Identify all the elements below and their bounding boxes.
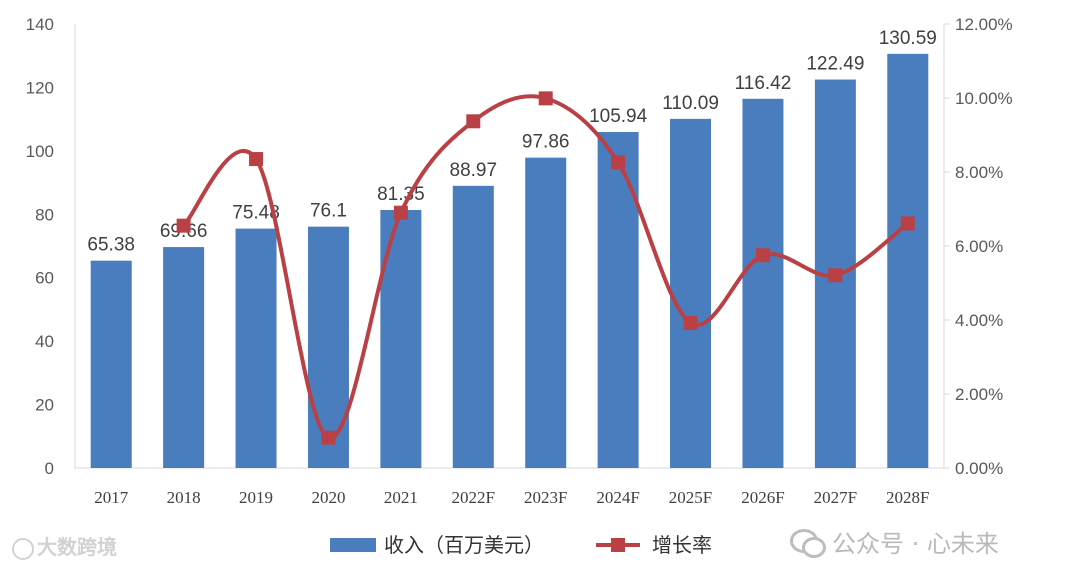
bar: [163, 247, 205, 468]
growth-point-marker: [538, 91, 553, 106]
growth-point-marker: [321, 430, 336, 445]
growth-point-marker: [755, 248, 770, 263]
growth-point-marker: [176, 218, 191, 233]
bar-data-label: 75.48: [232, 203, 280, 224]
bar: [235, 228, 277, 468]
growth-point-marker: [466, 114, 481, 129]
bar-data-label: 97.86: [522, 132, 570, 153]
y-left-tick-label: 60: [35, 269, 54, 288]
watermark-right: 公众号 · 心未来: [790, 524, 999, 559]
legend-label-growth: 增长率: [652, 533, 712, 557]
y-left-tick-label: 120: [26, 78, 54, 97]
y-right-tick-label: 8.00%: [955, 163, 1003, 182]
watermark-left: 大数跨境: [12, 531, 117, 560]
y-right-tick-label: 2.00%: [955, 385, 1003, 404]
bar: [380, 210, 422, 469]
y-right-tick-label: 12.00%: [955, 15, 1013, 34]
bar-data-label: 130.59: [879, 28, 937, 49]
bar: [597, 132, 639, 468]
watermark-logo-icon: [12, 537, 34, 560]
y-right-tick-label: 0.00%: [955, 459, 1003, 478]
x-tick-label: 2025F: [669, 488, 712, 507]
watermark-left-text: 大数跨境: [37, 535, 117, 559]
watermark-right-text: 公众号 · 心未来: [832, 530, 999, 558]
y-left-tick-label: 20: [35, 396, 54, 415]
growth-point-marker: [611, 155, 626, 170]
bar-data-label: 116.42: [735, 73, 792, 94]
x-ticks: 2017 2018 2019 2020 2021 2022F 2023F 2024F 2025F…: [94, 488, 929, 507]
y-left-tick-label: 100: [26, 142, 54, 161]
x-tick-label: 2019: [239, 488, 273, 507]
x-tick-label: 2022F: [452, 488, 495, 507]
bar: [90, 260, 132, 468]
axes: [74, 24, 945, 469]
legend-label-revenue: 收入（百万美元）: [384, 533, 544, 557]
y-left-ticks: 0 20 40 60 80 100 120 140: [26, 15, 54, 478]
bar-data-label: 122.49: [806, 54, 864, 75]
legend-swatch-growth-marker: [611, 538, 625, 552]
y-right-tick-label: 10.00%: [955, 89, 1013, 108]
growth-line: [176, 91, 915, 445]
y-right-ticks: 0.00% 2.00% 4.00% 6.00% 8.00% 10.00% 12.00%: [944, 15, 1013, 478]
bar: [742, 98, 784, 468]
legend: 收入（百万美元） 增长率: [330, 533, 712, 557]
x-tick-label: 2017: [94, 488, 129, 507]
bar-data-label: 110.09: [662, 93, 719, 114]
growth-point-marker: [393, 205, 408, 220]
x-tick-label: 2021: [384, 488, 418, 507]
legend-swatch-revenue: [330, 538, 376, 552]
y-left-tick-label: 0: [45, 459, 54, 478]
x-tick-label: 2023F: [524, 488, 567, 507]
y-left-tick-label: 140: [26, 15, 54, 34]
y-left-tick-label: 40: [35, 332, 54, 351]
y-right-tick-label: 6.00%: [955, 237, 1003, 256]
bar-data-label: 105.94: [589, 106, 648, 127]
x-tick-label: 2026F: [741, 488, 784, 507]
bar: [452, 185, 494, 468]
x-tick-label: 2020: [311, 488, 345, 507]
bar: [525, 157, 567, 469]
bars: [90, 53, 929, 469]
bar: [887, 53, 929, 469]
x-tick-label: 2027F: [814, 488, 857, 507]
x-tick-label: 2028F: [886, 488, 929, 507]
y-right-tick-label: 4.00%: [955, 311, 1003, 330]
growth-point-marker: [249, 152, 264, 167]
growth-point-marker: [900, 216, 915, 231]
x-tick-label: 2018: [167, 488, 201, 507]
bar-data-label: 65.38: [87, 235, 135, 256]
bar-data-label: 81.35: [377, 184, 425, 205]
x-tick-label: 2024F: [596, 488, 639, 507]
bar-labels: 65.3869.6675.4876.181.3588.9797.86105.94…: [87, 28, 936, 256]
growth-point-marker: [828, 268, 843, 283]
y-left-tick-label: 80: [35, 205, 54, 224]
bar-data-label: 88.97: [450, 160, 498, 181]
bar: [670, 118, 712, 469]
wechat-icon: [790, 528, 826, 558]
growth-point-marker: [683, 315, 698, 330]
bar-data-label: 76.1: [310, 201, 347, 222]
